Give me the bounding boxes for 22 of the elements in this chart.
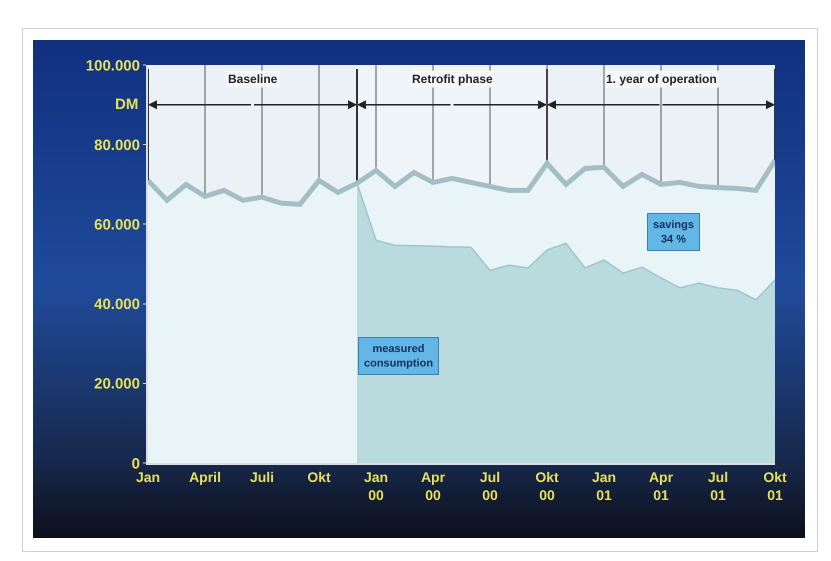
annotation: savings 34 % <box>653 219 694 246</box>
annotation: Baseline <box>228 72 278 86</box>
annotation: measured consumption <box>364 343 434 370</box>
y-tick-label: 80.000 <box>94 136 140 154</box>
x-tick-label: Apr 00 <box>420 468 446 503</box>
x-tick-label: Jul 01 <box>708 468 728 503</box>
x-tick-label: Apr 01 <box>648 468 674 503</box>
x-tick-label: Okt <box>307 468 332 485</box>
y-axis-title: DM <box>115 96 138 113</box>
y-tick-label: 40.000 <box>94 296 140 314</box>
x-tick-label: Okt 00 <box>535 468 560 503</box>
y-tick-label: 60.000 <box>94 216 140 234</box>
x-tick-label: April <box>189 468 221 485</box>
y-tick-label: 100.000 <box>86 57 140 74</box>
annotation: 1. year of operation <box>606 72 717 86</box>
x-tick-label: Jul 00 <box>480 468 500 503</box>
y-tick-label: 20.000 <box>94 376 140 393</box>
x-tick-label: Juli <box>250 468 274 485</box>
x-tick-label: Okt 01 <box>763 468 788 503</box>
annotation: Retrofit phase <box>412 72 494 86</box>
x-tick-label: Jan 00 <box>364 468 388 503</box>
x-tick-label: Jan 01 <box>592 468 616 503</box>
